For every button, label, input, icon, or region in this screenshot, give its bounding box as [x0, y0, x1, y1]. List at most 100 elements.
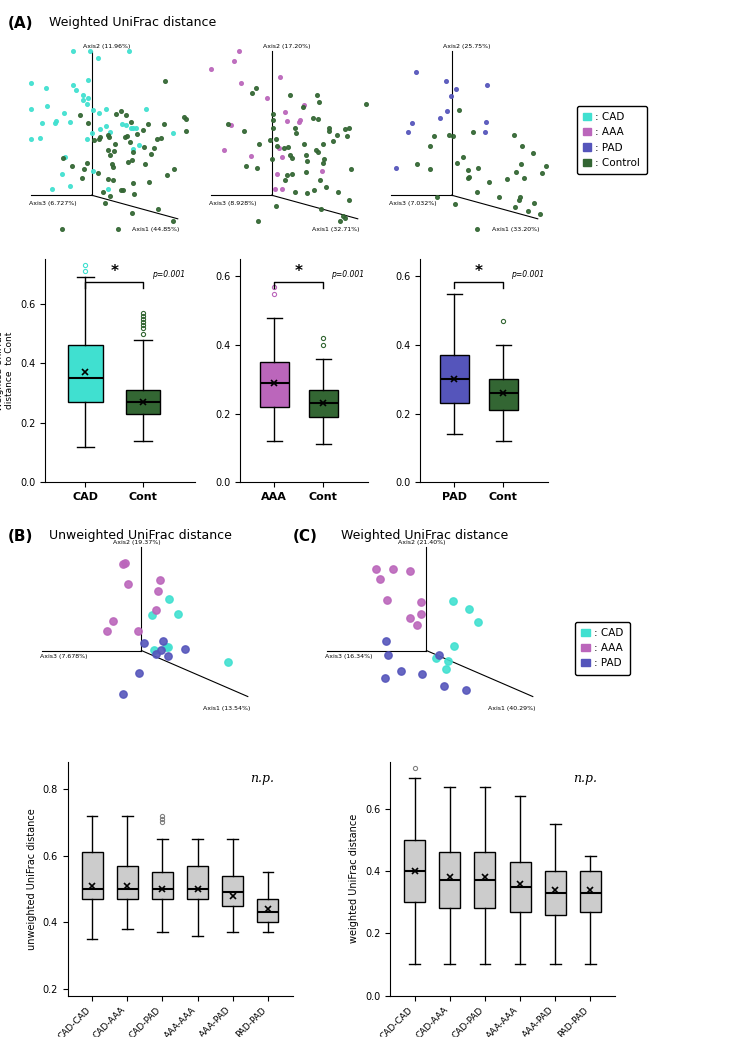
Point: [534, 205, 546, 222]
Point: [343, 192, 355, 208]
Point: [457, 149, 469, 166]
Point: [472, 614, 484, 630]
Point: [316, 136, 328, 152]
Text: p=0.001: p=0.001: [331, 271, 364, 279]
Point: [307, 110, 319, 127]
Point: [104, 124, 116, 141]
Point: [464, 601, 476, 618]
Point: [424, 137, 436, 153]
Point: [430, 189, 442, 205]
Point: [34, 130, 46, 146]
Text: Axis2 (25.75%): Axis2 (25.75%): [442, 45, 491, 50]
Point: [296, 100, 308, 116]
Point: [270, 198, 282, 215]
Point: [218, 141, 230, 158]
Point: [102, 127, 114, 143]
Y-axis label: unweighted UniFrac distance: unweighted UniFrac distance: [27, 808, 37, 950]
Point: [92, 50, 104, 66]
Point: [268, 112, 280, 129]
Point: [310, 142, 322, 159]
Point: [310, 86, 322, 103]
Point: [46, 180, 58, 197]
Point: [479, 123, 491, 140]
Point: [526, 144, 538, 161]
Point: [280, 104, 292, 120]
Point: [338, 209, 350, 226]
Legend: : CAD, : AAA, : PAD, : Control: : CAD, : AAA, : PAD, : Control: [577, 106, 646, 174]
Point: [161, 167, 173, 184]
Point: [146, 607, 158, 623]
Point: [106, 157, 118, 173]
Point: [167, 124, 179, 141]
PathPatch shape: [474, 852, 496, 908]
PathPatch shape: [117, 866, 138, 899]
Point: [150, 645, 162, 662]
PathPatch shape: [440, 852, 460, 908]
Point: [416, 666, 428, 682]
Point: [295, 112, 307, 129]
Point: [64, 177, 76, 194]
Point: [139, 138, 151, 155]
Point: [97, 184, 109, 200]
Point: [416, 594, 428, 611]
Point: [122, 153, 134, 170]
Point: [112, 221, 124, 237]
Point: [281, 139, 293, 156]
PathPatch shape: [187, 866, 208, 899]
Point: [318, 151, 330, 168]
Point: [127, 140, 139, 157]
Y-axis label: Weighted UniFrac
distance  to Cont: Weighted UniFrac distance to Cont: [0, 331, 14, 411]
Point: [299, 147, 311, 164]
Point: [271, 165, 283, 181]
Point: [360, 96, 372, 113]
Point: [510, 164, 522, 180]
Point: [128, 186, 140, 202]
PathPatch shape: [68, 345, 103, 402]
Point: [514, 189, 526, 205]
Point: [267, 106, 279, 122]
Point: [134, 137, 146, 153]
Point: [151, 131, 163, 147]
Point: [180, 111, 192, 128]
Point: [88, 132, 100, 148]
Point: [76, 170, 88, 187]
Point: [119, 130, 131, 146]
Point: [132, 622, 144, 639]
Point: [472, 184, 484, 200]
Point: [152, 583, 164, 599]
Text: Axis3 (8.928%): Axis3 (8.928%): [209, 201, 257, 206]
Point: [246, 85, 258, 102]
Point: [151, 601, 163, 618]
Point: [58, 149, 70, 166]
Point: [302, 152, 313, 169]
Point: [337, 207, 349, 224]
Text: Axis1 (13.54%): Axis1 (13.54%): [203, 706, 250, 711]
Text: Weighted UniFrac distance: Weighted UniFrac distance: [49, 16, 216, 29]
Point: [124, 120, 136, 137]
Point: [370, 561, 382, 578]
Point: [286, 165, 298, 181]
Point: [332, 184, 344, 200]
Point: [134, 665, 146, 681]
Text: Axis2 (19.37%): Axis2 (19.37%): [112, 540, 160, 545]
Text: Axis2 (21.40%): Axis2 (21.40%): [398, 540, 445, 545]
Point: [131, 125, 143, 142]
Point: [172, 606, 184, 622]
Text: Axis3 (7.032%): Axis3 (7.032%): [389, 201, 437, 206]
Point: [286, 150, 298, 167]
Point: [124, 134, 136, 150]
Point: [446, 87, 458, 104]
Text: Axis3 (7.678%): Axis3 (7.678%): [40, 654, 88, 660]
Point: [273, 139, 285, 156]
Point: [106, 171, 118, 188]
Text: p=0.001: p=0.001: [152, 271, 184, 279]
PathPatch shape: [82, 852, 103, 899]
Point: [86, 124, 98, 141]
Point: [40, 80, 53, 96]
Point: [110, 106, 122, 122]
Point: [463, 168, 475, 185]
Text: Axis1 (32.71%): Axis1 (32.71%): [312, 227, 359, 231]
Point: [271, 138, 283, 155]
Point: [453, 102, 465, 118]
Point: [41, 99, 53, 115]
